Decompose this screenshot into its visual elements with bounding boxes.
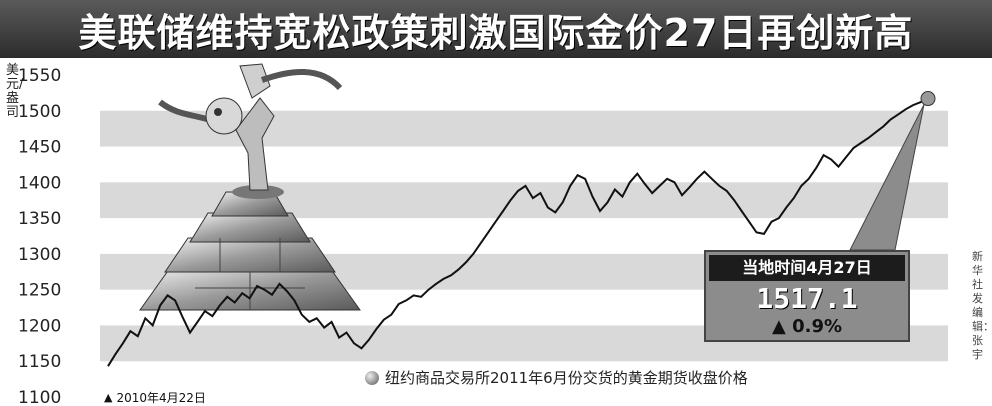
end-point-marker <box>920 91 936 107</box>
y-tick-label: 1550 <box>18 66 61 86</box>
legend-note: 纽约商品交易所2011年6月份交货的黄金期货收盘价格 <box>365 367 748 388</box>
price-line <box>107 97 929 367</box>
legend-note-text: 纽约商品交易所2011年6月份交货的黄金期货收盘价格 <box>385 369 748 387</box>
gold-bars-illustration <box>139 63 361 311</box>
y-tick-label: 1100 <box>18 388 61 405</box>
y-tick-label: 1200 <box>18 316 61 336</box>
credit-text: 新华社发 编辑：张宇 <box>972 250 992 361</box>
start-date-text: 2010年4月22日 <box>116 391 206 405</box>
page-title: 美联储维持宽松政策刺激国际金价27日再创新高 <box>78 10 914 55</box>
title-bar: 美联储维持宽松政策刺激国际金价27日再创新高 <box>0 0 992 58</box>
gold-dot-icon <box>365 370 379 385</box>
latest-price-callout: 当地时间4月27日 1517.1 ▲ 0.9% <box>704 250 910 342</box>
callout-change: ▲ 0.9% <box>771 316 843 337</box>
start-date-label: ▲ 2010年4月22日 <box>104 389 206 406</box>
y-tick-label: 1450 <box>18 138 61 158</box>
y-tick-label: 1350 <box>18 209 61 229</box>
y-tick-label: 1400 <box>18 173 61 193</box>
y-tick-label: 1250 <box>18 281 61 301</box>
callout-price: 1517.1 <box>756 282 858 315</box>
y-tick-label: 1150 <box>18 352 61 372</box>
y-axis-unit-label: 美元/盎司 <box>6 63 24 120</box>
y-tick-label: 1500 <box>18 102 61 122</box>
y-axis-ticks: 1100 1150 1200 1250 1300 1350 1400 1450 1500 1550 <box>18 66 61 405</box>
y-tick-label: 1300 <box>18 245 61 265</box>
gold-price-chart: 1100 1150 1200 1250 1300 1350 1400 1450 1500 1550 <box>18 63 948 405</box>
callout-date: 当地时间4月27日 <box>709 255 905 281</box>
triangle-up-icon: ▲ <box>104 391 113 404</box>
